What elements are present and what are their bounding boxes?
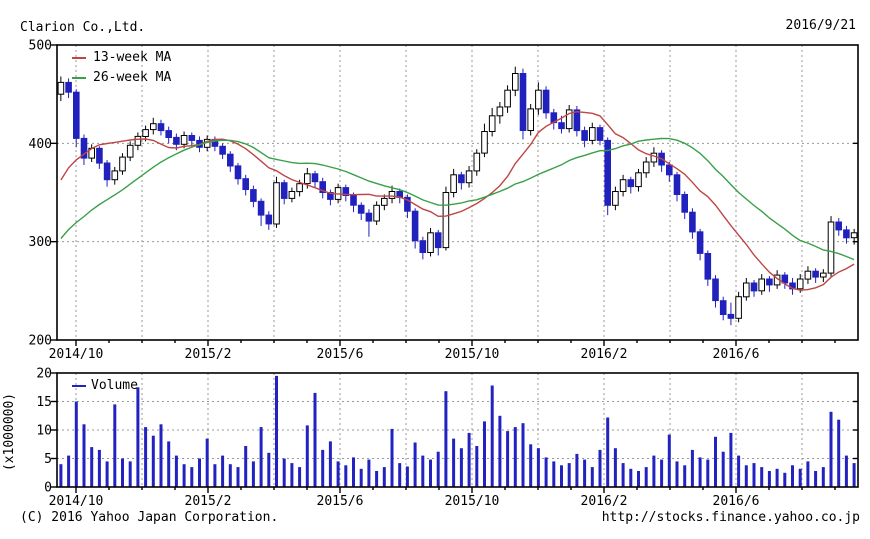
svg-text:20: 20 bbox=[36, 367, 52, 382]
volume-axis-unit-label: (x1000000) bbox=[2, 392, 17, 472]
svg-text:2014/10: 2014/10 bbox=[49, 347, 104, 362]
axis-ticks bbox=[51, 44, 858, 493]
svg-text:10: 10 bbox=[36, 424, 52, 439]
chart-date: 2016/9/21 bbox=[785, 18, 856, 33]
svg-text:15: 15 bbox=[36, 395, 52, 410]
svg-text:2015/6: 2015/6 bbox=[317, 494, 364, 509]
svg-text:2015/2: 2015/2 bbox=[185, 347, 232, 362]
svg-text:2016/2: 2016/2 bbox=[581, 494, 628, 509]
svg-text:2016/6: 2016/6 bbox=[713, 347, 760, 362]
legend-markers bbox=[72, 57, 86, 387]
footer-url: http://stocks.finance.yahoo.co.jp bbox=[601, 510, 860, 525]
svg-text:400: 400 bbox=[29, 137, 52, 152]
svg-text:2015/10: 2015/10 bbox=[445, 347, 500, 362]
legend-ma13-label: 13-week MA bbox=[93, 50, 172, 65]
svg-text:2015/6: 2015/6 bbox=[317, 347, 364, 362]
svg-text:0: 0 bbox=[44, 481, 52, 496]
footer-copyright: (C) 2016 Yahoo Japan Corporation. bbox=[20, 510, 279, 525]
ma13-line bbox=[60, 110, 855, 291]
ma26-line bbox=[60, 137, 855, 261]
svg-text:2016/6: 2016/6 bbox=[713, 494, 760, 509]
svg-text:5: 5 bbox=[44, 452, 52, 467]
volume-axis-labels: 20 15 10 5 0 bbox=[36, 367, 52, 496]
gridlines bbox=[57, 45, 858, 487]
plot-frames bbox=[56, 44, 859, 488]
svg-text:300: 300 bbox=[29, 235, 52, 250]
svg-text:2016/2: 2016/2 bbox=[581, 347, 628, 362]
legend-volume-label: Volume bbox=[91, 378, 138, 393]
svg-text:2015/2: 2015/2 bbox=[185, 494, 232, 509]
x-axis-labels: 2014/10 2014/10 2015/2 2015/2 2015/6 2015/6 20… bbox=[49, 347, 760, 509]
chart-title: Clarion Co.,Ltd. bbox=[20, 20, 146, 35]
price-axis-labels: 500 400 300 200 bbox=[29, 39, 52, 349]
svg-text:2015/10: 2015/10 bbox=[445, 494, 500, 509]
svg-text:2014/10: 2014/10 bbox=[49, 494, 104, 509]
svg-text:200: 200 bbox=[29, 334, 52, 349]
legend-ma26-label: 26-week MA bbox=[93, 70, 172, 85]
candlesticks bbox=[57, 66, 858, 326]
svg-text:500: 500 bbox=[29, 39, 52, 54]
volume-bars bbox=[59, 375, 856, 488]
